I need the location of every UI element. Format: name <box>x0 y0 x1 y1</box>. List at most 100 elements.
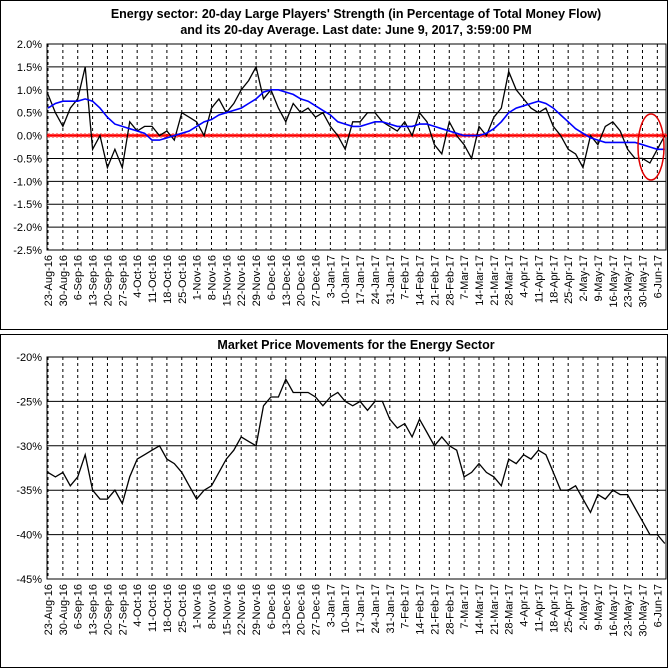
x-tick-label: 2-May-17 <box>578 584 590 630</box>
reference-dot <box>258 133 263 138</box>
x-tick-label: 6-Sep-16 <box>73 584 85 629</box>
reference-dot <box>330 133 335 138</box>
reference-dot <box>543 133 548 138</box>
reference-dot <box>406 133 411 138</box>
y-tick-label: 2.0% <box>17 39 42 51</box>
panel-border <box>0 334 668 668</box>
reference-dot <box>555 133 560 138</box>
reference-dot <box>254 133 259 138</box>
x-tick-label: 23-May-17 <box>623 255 635 308</box>
x-tick-label: 7-Mar-17 <box>459 584 471 629</box>
x-tick-label: 28-Mar-17 <box>504 584 516 635</box>
reference-dot <box>47 133 52 138</box>
reference-dot <box>531 133 536 138</box>
x-tick-label: 10-Jan-17 <box>340 584 352 634</box>
x-tick-label: 18-Oct-16 <box>162 584 174 633</box>
x-tick-label: 20-Dec-16 <box>296 584 308 635</box>
reference-dot <box>286 133 291 138</box>
reference-dot <box>358 133 363 138</box>
reference-dot <box>218 133 223 138</box>
reference-dot <box>51 133 56 138</box>
reference-dot <box>486 133 491 138</box>
reference-dot <box>627 133 632 138</box>
reference-dot <box>87 133 92 138</box>
x-tick-label: 21-Mar-17 <box>489 255 501 306</box>
reference-dot <box>655 133 660 138</box>
reference-dot <box>398 133 403 138</box>
x-tick-label: 16-May-17 <box>608 584 620 637</box>
x-tick-label: 18-Apr-17 <box>548 255 560 304</box>
x-tick-label: 18-Apr-17 <box>548 584 560 633</box>
reference-dot <box>222 133 227 138</box>
reference-dot <box>214 133 219 138</box>
x-tick-label: 14-Mar-17 <box>474 255 486 306</box>
x-tick-label: 30-Aug-16 <box>58 255 70 306</box>
reference-dot <box>591 133 596 138</box>
x-tick-label: 1-Nov-16 <box>192 255 204 300</box>
chart-title: and its 20-day Average. Last date: June … <box>180 23 531 37</box>
reference-dot <box>362 133 367 138</box>
y-tick-label: -20% <box>16 352 42 364</box>
x-tick-label: 27-Dec-16 <box>311 584 323 635</box>
reference-dot <box>79 133 84 138</box>
x-tick-label: 1-Nov-16 <box>192 584 204 629</box>
x-tick-label: 14-Mar-17 <box>474 584 486 635</box>
x-tick-label: 30-Aug-16 <box>58 584 70 635</box>
x-tick-label: 24-Jan-17 <box>370 584 382 634</box>
reference-dot <box>322 133 327 138</box>
plot-border <box>46 356 667 580</box>
reference-dot <box>130 133 135 138</box>
y-tick-label: -25% <box>16 396 42 408</box>
x-tick-label: 31-Jan-17 <box>385 584 397 634</box>
x-tick-label: 9-May-17 <box>593 584 605 630</box>
reference-dot <box>422 133 427 138</box>
x-tick-label: 14-Feb-17 <box>415 255 427 306</box>
reference-dot <box>490 133 495 138</box>
y-tick-label: -2.0% <box>13 222 42 234</box>
x-tick-label: 11-Oct-16 <box>147 584 159 632</box>
x-tick-label: 9-May-17 <box>593 255 605 301</box>
reference-dot <box>418 133 423 138</box>
x-tick-label: 17-Jan-17 <box>355 584 367 634</box>
x-tick-label: 7-Feb-17 <box>400 255 412 300</box>
reference-dot <box>107 133 112 138</box>
reference-dot <box>63 133 68 138</box>
reference-dot <box>274 133 279 138</box>
reference-dot <box>238 133 243 138</box>
reference-dot <box>647 133 652 138</box>
reference-dot <box>450 133 455 138</box>
reference-dot <box>162 133 167 138</box>
x-tick-label: 6-Jun-17 <box>652 255 664 298</box>
reference-dot <box>302 133 307 138</box>
reference-dot <box>434 133 439 138</box>
highlight-ellipse <box>637 113 665 181</box>
x-tick-label: 28-Feb-17 <box>444 584 456 635</box>
y-tick-label: 1.0% <box>17 85 42 97</box>
x-tick-label: 22-Nov-16 <box>236 584 248 635</box>
reference-dot <box>246 133 251 138</box>
x-tick-label: 6-Dec-16 <box>266 255 278 300</box>
x-tick-label: 3-Jan-17 <box>325 255 337 298</box>
reference-dot <box>282 133 287 138</box>
x-tick-label: 11-Apr-17 <box>533 584 545 632</box>
reference-dot <box>298 133 303 138</box>
y-tick-label: -35% <box>16 485 42 497</box>
x-tick-label: 14-Feb-17 <box>415 584 427 635</box>
reference-dot <box>382 133 387 138</box>
reference-dot <box>506 133 511 138</box>
reference-dot <box>386 133 391 138</box>
x-tick-label: 22-Nov-16 <box>236 255 248 306</box>
reference-dot <box>278 133 283 138</box>
reference-dot <box>390 133 395 138</box>
reference-dot <box>515 133 520 138</box>
reference-dot <box>111 133 116 138</box>
reference-dot <box>651 133 656 138</box>
reference-dot <box>71 133 76 138</box>
reference-dot <box>595 133 600 138</box>
reference-dot <box>95 133 100 138</box>
y-tick-label: 0.5% <box>17 108 42 120</box>
y-tick-label: -1.0% <box>13 176 42 188</box>
x-tick-label: 23-Aug-16 <box>43 255 55 306</box>
x-tick-label: 7-Feb-17 <box>400 584 412 629</box>
